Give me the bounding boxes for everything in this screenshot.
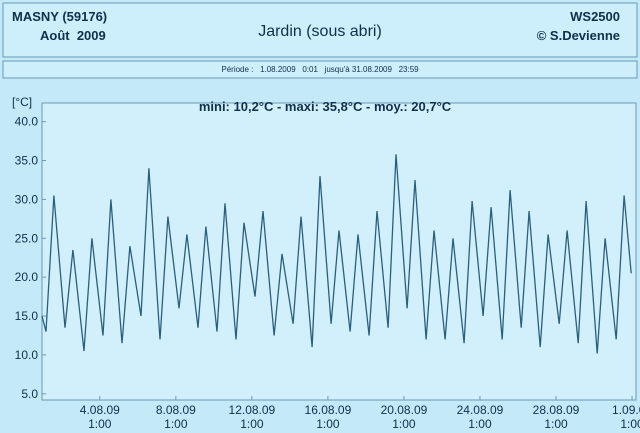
y-axis-label: [°C] [12,95,32,109]
y-tick-label: 20.0 [15,270,39,284]
device: WS2500 [570,9,620,24]
header-box [2,2,638,58]
x-tick-label: 1:00 [468,417,492,431]
x-tick-label: 1:00 [164,417,188,431]
y-tick-label: 5.0 [21,387,38,401]
period: Période : 1.08.2009 0:01 jusqu'à 31.08.2… [221,65,419,74]
author: © S.Devienne [537,28,620,43]
x-tick-label: 8.08.09 [156,403,196,417]
period-box [2,60,638,79]
header-title: Jardin (sous abri) [258,23,382,40]
x-tick-label: 1:00 [240,417,264,431]
x-tick-label: 1:00 [620,417,640,431]
y-tick-label: 25.0 [15,231,39,245]
subtitle: mini: 10,2°C - maxi: 35,8°C - moy.: 20,7… [199,99,452,114]
x-tick-label: 1:00 [544,417,568,431]
y-tick-label: 40.0 [15,115,39,129]
temperature-line [41,154,632,354]
station: MASNY (59176) [12,9,107,24]
plot-area [41,102,637,401]
x-tick-label: 4.08.09 [80,403,120,417]
x-tick-label: 12.08.09 [229,403,276,417]
month: Août 2009 [40,28,106,43]
y-tick-label: 15.0 [15,309,39,323]
y-tick-label: 10.0 [15,348,39,362]
y-tick-label: 30.0 [15,192,39,206]
x-tick-label: 1:00 [88,417,112,431]
x-tick-label: 1:00 [316,417,340,431]
x-tick-label: 24.08.09 [457,403,504,417]
x-tick-label: 28.08.09 [533,403,580,417]
x-tick-label: 1:00 [392,417,416,431]
y-tick-label: 35.0 [15,154,39,168]
x-tick-label: 16.08.09 [305,403,352,417]
x-tick-label: 20.08.09 [381,403,428,417]
x-tick-label: 1.09.09 [612,403,640,417]
